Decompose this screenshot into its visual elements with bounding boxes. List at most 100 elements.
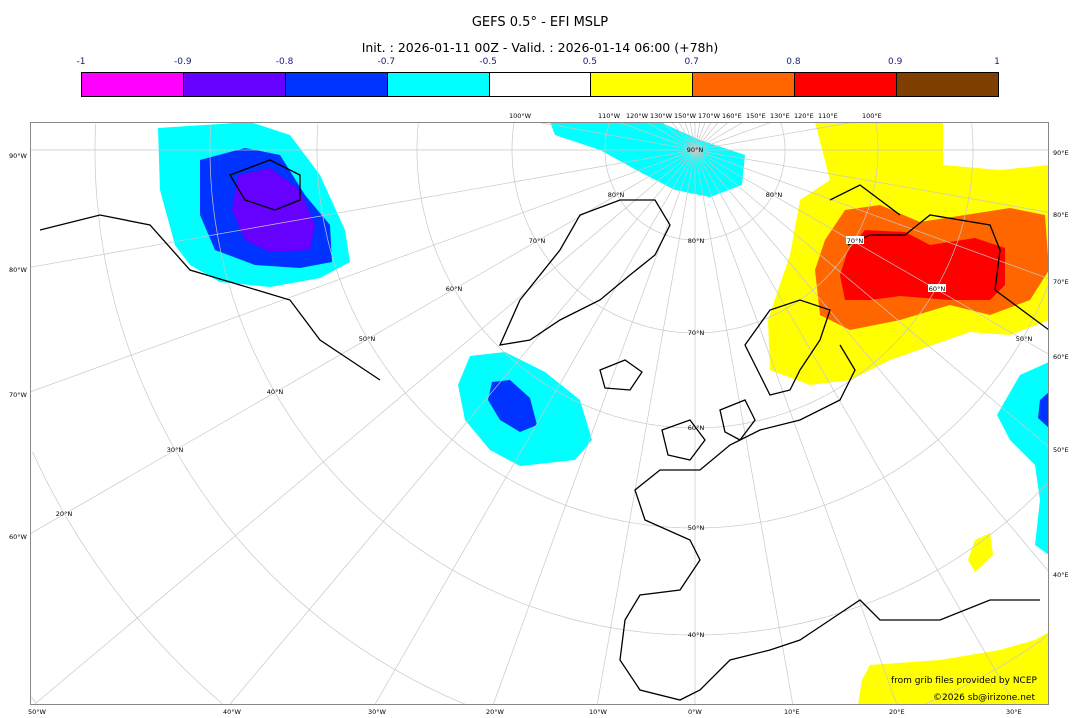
latitude-label: 20°N bbox=[56, 510, 73, 518]
longitude-label: 130°W bbox=[650, 112, 673, 120]
longitude-label: 70°W bbox=[9, 391, 27, 399]
meridian-line bbox=[694, 122, 712, 151]
map-subtitle: Init. : 2026-01-11 00Z - Valid. : 2026-0… bbox=[361, 40, 719, 55]
meridian-line bbox=[689, 122, 696, 151]
latitude-label: 70°N bbox=[688, 329, 705, 337]
latitude-label: 40°N bbox=[688, 631, 705, 639]
map-area: 20°N 30°N 40°N 50°N 60°N 70°N 80°N 90°N 80°N 70°N… bbox=[30, 122, 1049, 705]
longitude-label: 110°W bbox=[598, 112, 621, 120]
longitude-label: 30°W bbox=[368, 708, 386, 716]
latitude-circle bbox=[604, 122, 786, 241]
colorbar-swatch bbox=[285, 73, 388, 96]
colorbar-tick-label: 1 bbox=[994, 57, 1000, 67]
meridian-line bbox=[694, 149, 1016, 705]
colorbar-tick-label: 0.8 bbox=[786, 57, 801, 67]
colorbar-swatch bbox=[489, 73, 592, 96]
meridian-line bbox=[694, 122, 854, 151]
colorbar-tick-label: -0.8 bbox=[275, 57, 294, 67]
meridian-line bbox=[671, 122, 696, 151]
meridian-line bbox=[694, 149, 1049, 448]
longitude-label: 150°W bbox=[674, 112, 697, 120]
efi-region-blue-atlantic bbox=[488, 380, 537, 432]
longitude-label: 10°E bbox=[784, 708, 800, 716]
longitude-label: 90°W bbox=[9, 152, 27, 160]
map-frame bbox=[30, 122, 1049, 705]
latitude-label: 40°N bbox=[267, 388, 284, 396]
efi-shaded-fields bbox=[158, 122, 1049, 705]
meridian-line bbox=[694, 149, 794, 705]
longitude-label: 60°W bbox=[9, 533, 27, 541]
colorbar-tick-label: 0.7 bbox=[684, 57, 699, 67]
colorbar bbox=[81, 72, 999, 97]
latitude-circle bbox=[94, 123, 466, 705]
longitude-label: 100°E bbox=[862, 112, 882, 120]
colorbar-swatch bbox=[591, 73, 694, 96]
latitude-circle bbox=[511, 122, 879, 334]
meridian-line bbox=[536, 122, 696, 151]
copyright-credit: ©2026 sb@irizone.net bbox=[933, 693, 1035, 703]
longitude-label: 70°E bbox=[1053, 278, 1069, 286]
meridian-line bbox=[596, 149, 696, 705]
meridian-line bbox=[678, 122, 696, 151]
longitude-label: 20°W bbox=[486, 708, 504, 716]
longitude-label: 10°W bbox=[589, 708, 607, 716]
latitude-circle bbox=[924, 635, 1048, 705]
latitude-label: 60°N bbox=[929, 285, 946, 293]
latitude-circle bbox=[316, 123, 1049, 529]
longitude-label: 170°W bbox=[698, 112, 721, 120]
coastlines bbox=[39, 159, 1049, 701]
latitude-label: 50°N bbox=[1016, 335, 1033, 343]
colorbar-swatch bbox=[897, 73, 999, 96]
meridian-line bbox=[30, 149, 696, 393]
latitude-label: 50°N bbox=[359, 335, 376, 343]
latitude-label: 80°N bbox=[688, 237, 705, 245]
meridian-line bbox=[694, 122, 729, 151]
longitude-label: 30°E bbox=[1006, 708, 1022, 716]
longitude-label: 130°E bbox=[770, 112, 790, 120]
longitude-label: 90°E bbox=[1053, 149, 1069, 157]
meridian-line bbox=[694, 122, 701, 151]
latitude-label: 60°N bbox=[688, 424, 705, 432]
latitude-circle bbox=[32, 451, 223, 704]
meridian-line bbox=[374, 149, 696, 705]
longitude-label: 80°W bbox=[9, 266, 27, 274]
meridian-line bbox=[694, 122, 773, 151]
meridian-line bbox=[694, 122, 706, 151]
latitude-circle bbox=[875, 122, 879, 150]
latitude-circle bbox=[209, 124, 1048, 636]
colorbar-swatch bbox=[387, 73, 490, 96]
longitude-label: 60°E bbox=[1053, 353, 1069, 361]
latitude-label: 90°N bbox=[687, 146, 704, 154]
graticule bbox=[30, 122, 1049, 705]
latitude-circle bbox=[971, 123, 974, 150]
longitude-label: 120°W bbox=[626, 112, 649, 120]
meridian-line bbox=[694, 149, 1049, 573]
colorbar-tick-label: -0.5 bbox=[479, 57, 497, 67]
efi-region-yellow-south bbox=[858, 632, 1049, 705]
efi-region-yellow-small bbox=[968, 533, 993, 572]
latitude-label: 60°N bbox=[446, 285, 463, 293]
colorbar-tick-label: -1 bbox=[76, 57, 86, 67]
latitude-label: 30°N bbox=[167, 446, 184, 454]
meridian-line bbox=[694, 149, 1049, 355]
longitude-label: 50°E bbox=[1053, 446, 1069, 454]
colorbar-tick-label: -0.7 bbox=[377, 57, 396, 67]
meridian-line bbox=[694, 149, 1049, 280]
meridian-line bbox=[684, 122, 696, 151]
latitude-labels: 20°N 30°N 40°N 50°N 60°N 70°N 80°N 90°N 80°N 70°N… bbox=[56, 146, 1033, 639]
latitude-label: 80°N bbox=[766, 191, 783, 199]
meridian-line bbox=[617, 122, 696, 151]
source-credit: from grib files provided by NCEP bbox=[891, 676, 1037, 686]
efi-region-blue-east bbox=[1038, 392, 1049, 428]
colorbar-swatch bbox=[795, 73, 898, 96]
longitude-label: 40°W bbox=[223, 708, 241, 716]
latitude-label: 70°N bbox=[529, 237, 546, 245]
meridian-line bbox=[694, 122, 744, 151]
efi-region-cyan-top bbox=[550, 122, 745, 197]
colorbar-swatch bbox=[183, 73, 286, 96]
longitude-label: 20°E bbox=[889, 708, 905, 716]
longitude-label: 150°E bbox=[746, 112, 766, 120]
longitude-label: 40°E bbox=[1053, 571, 1069, 579]
latitude-label: 80°N bbox=[608, 191, 625, 199]
